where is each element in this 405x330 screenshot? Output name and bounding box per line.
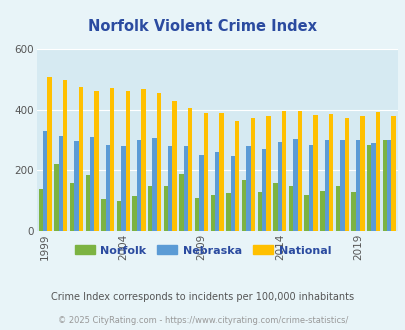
Bar bbox=[335, 185, 339, 231]
Bar bbox=[117, 201, 121, 231]
Bar bbox=[261, 149, 266, 231]
Bar bbox=[241, 180, 246, 231]
Bar bbox=[273, 182, 277, 231]
Bar bbox=[43, 131, 47, 231]
Bar bbox=[172, 101, 177, 231]
Bar bbox=[85, 175, 90, 231]
Bar bbox=[339, 140, 344, 231]
Bar bbox=[250, 118, 254, 231]
Bar bbox=[101, 199, 105, 231]
Bar bbox=[90, 137, 94, 231]
Bar bbox=[266, 116, 270, 231]
Bar bbox=[246, 146, 250, 231]
Bar bbox=[351, 192, 355, 231]
Bar bbox=[308, 145, 313, 231]
Bar bbox=[292, 139, 297, 231]
Bar bbox=[194, 198, 199, 231]
Bar bbox=[281, 111, 286, 231]
Bar bbox=[210, 195, 215, 231]
Bar bbox=[203, 113, 208, 231]
Bar bbox=[234, 121, 239, 231]
Bar bbox=[188, 109, 192, 231]
Bar bbox=[359, 116, 364, 231]
Bar bbox=[58, 136, 63, 231]
Bar bbox=[297, 111, 301, 231]
Bar bbox=[313, 115, 317, 231]
Bar bbox=[38, 189, 43, 231]
Bar bbox=[257, 192, 261, 231]
Bar bbox=[382, 140, 386, 231]
Bar bbox=[328, 114, 333, 231]
Bar bbox=[324, 140, 328, 231]
Text: © 2025 CityRating.com - https://www.cityrating.com/crime-statistics/: © 2025 CityRating.com - https://www.city… bbox=[58, 315, 347, 325]
Bar bbox=[70, 182, 74, 231]
Bar bbox=[390, 116, 395, 231]
Bar bbox=[230, 156, 234, 231]
Bar bbox=[74, 141, 79, 231]
Bar bbox=[136, 140, 141, 231]
Bar bbox=[371, 143, 375, 231]
Bar bbox=[156, 93, 161, 231]
Bar bbox=[148, 185, 152, 231]
Bar bbox=[110, 88, 114, 231]
Text: Crime Index corresponds to incidents per 100,000 inhabitants: Crime Index corresponds to incidents per… bbox=[51, 292, 354, 302]
Bar bbox=[152, 138, 156, 231]
Bar bbox=[226, 193, 230, 231]
Bar bbox=[320, 191, 324, 231]
Bar bbox=[277, 142, 281, 231]
Bar bbox=[288, 185, 292, 231]
Bar bbox=[163, 185, 168, 231]
Bar bbox=[168, 146, 172, 231]
Bar bbox=[386, 140, 390, 231]
Bar bbox=[141, 89, 145, 231]
Bar bbox=[132, 196, 136, 231]
Bar bbox=[63, 80, 67, 231]
Bar bbox=[183, 146, 188, 231]
Bar bbox=[304, 195, 308, 231]
Bar bbox=[94, 91, 98, 231]
Bar bbox=[54, 164, 58, 231]
Bar bbox=[105, 145, 110, 231]
Bar bbox=[125, 91, 130, 231]
Bar bbox=[179, 174, 183, 231]
Legend: Norfolk, Nebraska, National: Norfolk, Nebraska, National bbox=[70, 241, 335, 260]
Bar bbox=[199, 155, 203, 231]
Bar bbox=[47, 77, 51, 231]
Bar bbox=[344, 117, 348, 231]
Bar bbox=[375, 112, 379, 231]
Bar bbox=[355, 140, 359, 231]
Bar bbox=[219, 113, 223, 231]
Bar bbox=[215, 152, 219, 231]
Bar bbox=[366, 145, 371, 231]
Text: Norfolk Violent Crime Index: Norfolk Violent Crime Index bbox=[88, 19, 317, 34]
Bar bbox=[79, 87, 83, 231]
Bar bbox=[121, 146, 125, 231]
